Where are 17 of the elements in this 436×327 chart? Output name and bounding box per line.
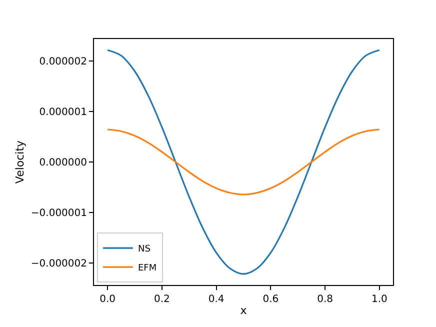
y-tick-label: 0.000002 bbox=[39, 56, 87, 68]
x-tick-label: 1.0 bbox=[371, 294, 388, 305]
line-series bbox=[106, 49, 380, 275]
x-tick-label: 0.8 bbox=[317, 294, 334, 305]
x-tick-label: 0.4 bbox=[208, 294, 224, 305]
y-axis-title: Velocity bbox=[14, 140, 27, 184]
y-tick-label: 0.000001 bbox=[39, 107, 87, 118]
y-tick-label: −0.000001 bbox=[30, 208, 87, 219]
x-tick-label: 0.6 bbox=[262, 294, 279, 305]
x-tick-label: 0.0 bbox=[100, 294, 116, 305]
x-axis-title: x bbox=[240, 304, 248, 318]
y-tick-label: 0.000000 bbox=[39, 158, 87, 168]
legend-label: EFM bbox=[138, 264, 157, 274]
legend-label: NS bbox=[138, 244, 151, 255]
y-tick-label: −0.000002 bbox=[30, 258, 87, 270]
x-tick-label: 0.2 bbox=[154, 294, 170, 305]
line-series bbox=[106, 128, 380, 196]
